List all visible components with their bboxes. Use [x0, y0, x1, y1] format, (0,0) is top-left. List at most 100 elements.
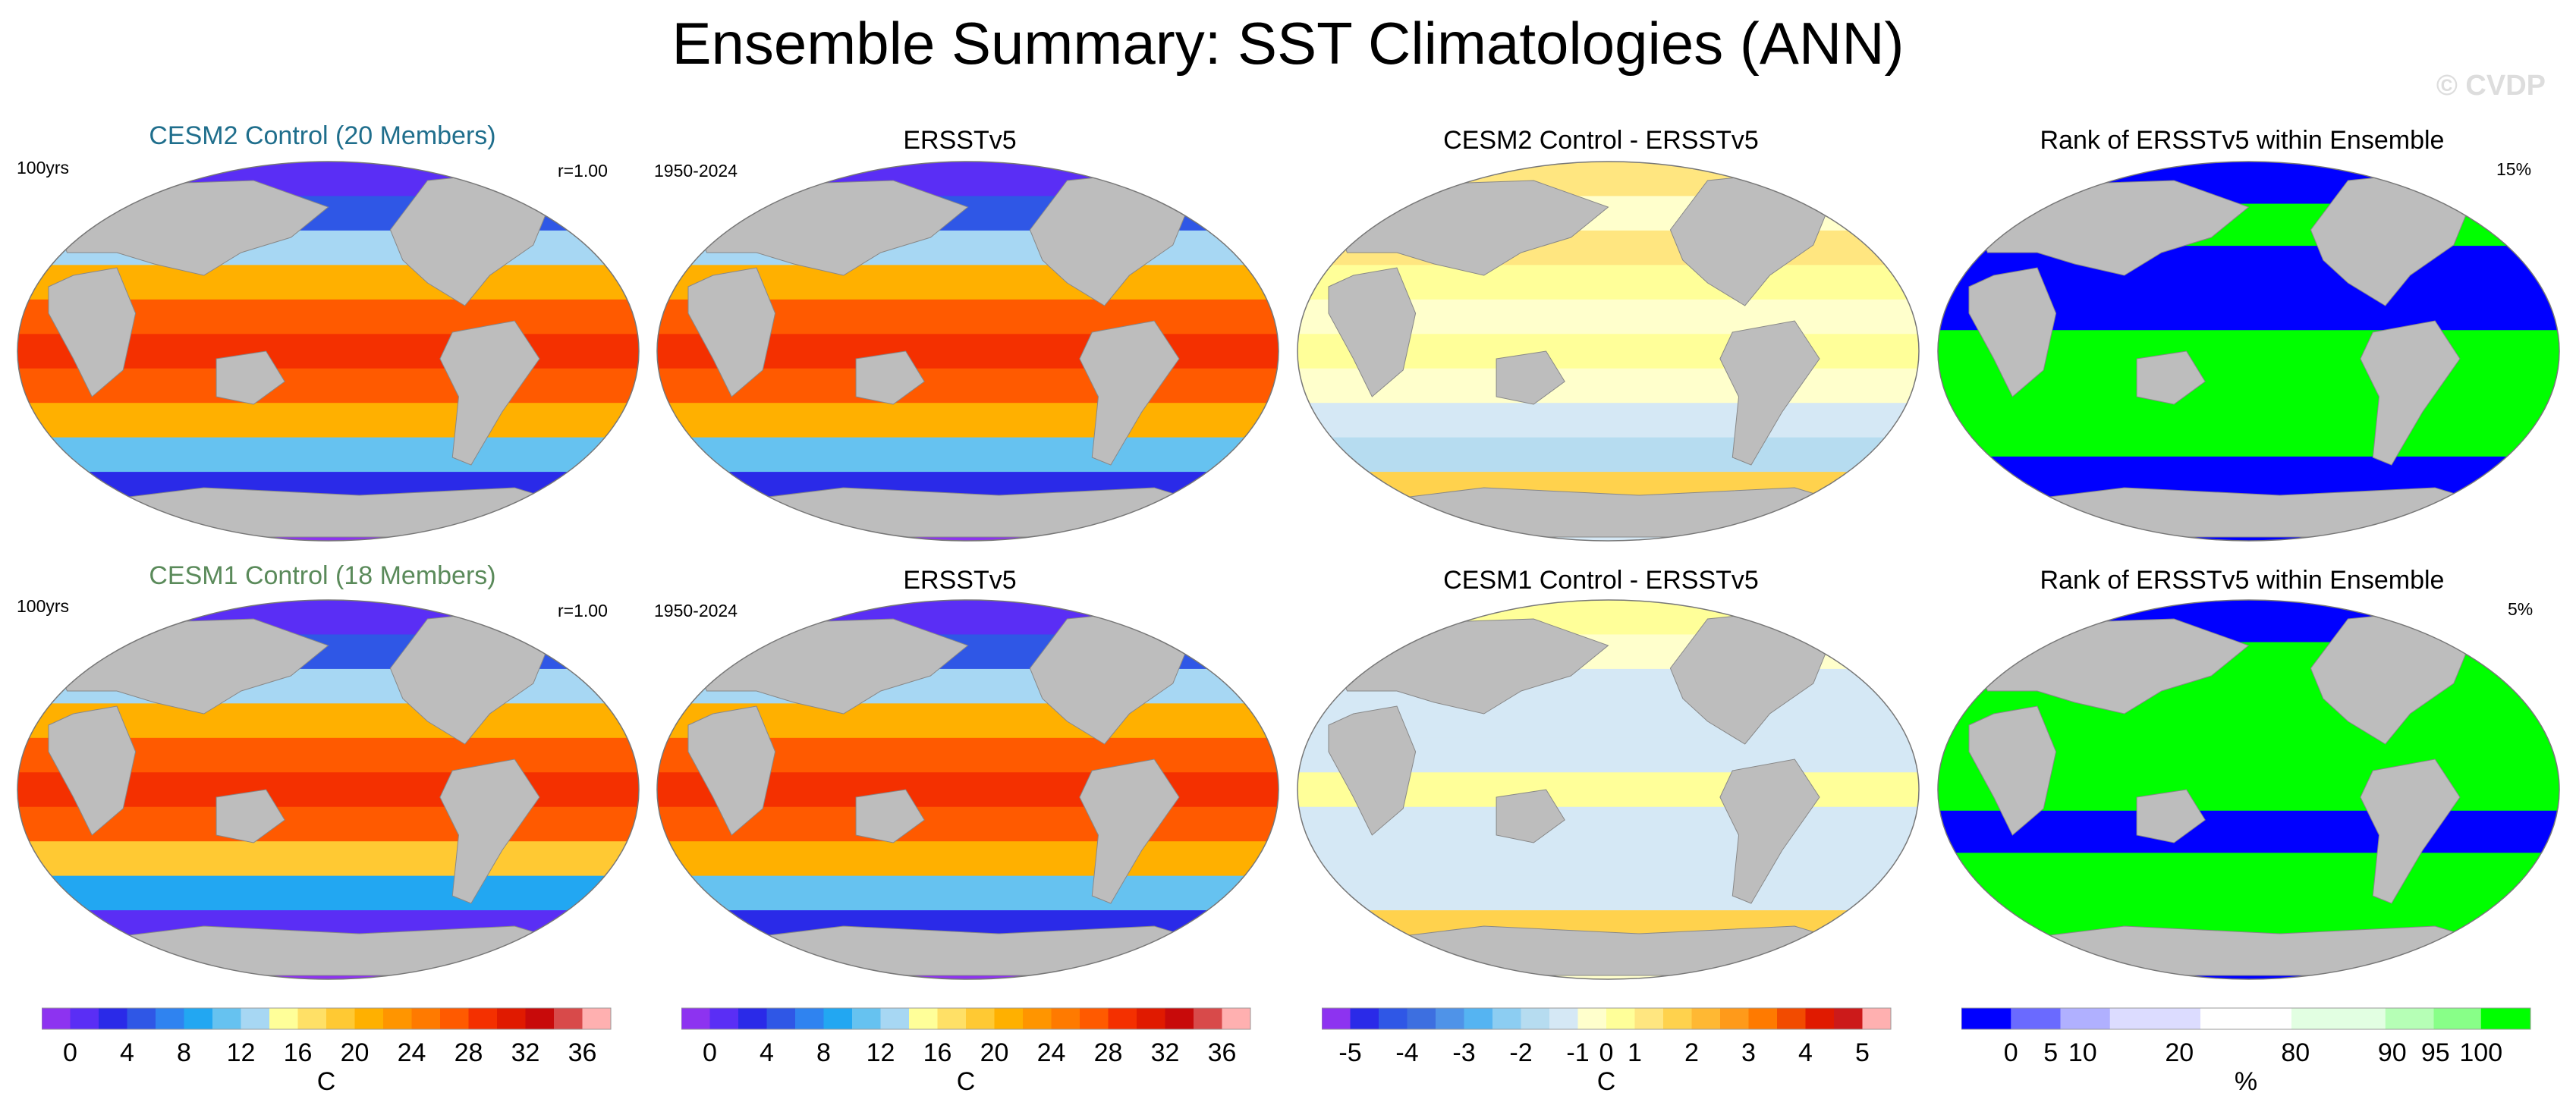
colorbar-diff: -5 -4 -3 -2 -1 0 1 2 3 4 5 C: [1322, 1007, 1892, 1096]
colorbar-swatch: [1222, 1008, 1251, 1029]
colorbar-tick-label: -4: [1395, 1038, 1418, 1067]
colorbar-swatch: [2433, 1008, 2482, 1029]
lat-band-s15: [17, 806, 639, 843]
africa-landmass: [48, 267, 137, 397]
colorbar-tick-label: 90: [2378, 1038, 2407, 1067]
colorbar-swatch: [582, 1008, 612, 1029]
map-outline: [17, 599, 640, 980]
lat-band-s15: [1297, 806, 1919, 843]
colorbar-tick-label: 28: [1094, 1038, 1123, 1067]
lat-band-n60: [1938, 600, 2559, 643]
colorbar-swatch: [1464, 1008, 1493, 1029]
lat-band-s45: [1938, 894, 2559, 938]
antarctica-landmass: [1359, 925, 1870, 976]
colorbar-units-label: C: [1597, 1067, 1616, 1096]
australia-landmass: [215, 789, 285, 843]
colorbar-tick-label: 100: [2459, 1038, 2502, 1067]
colorbar-tick-label: 20: [2165, 1038, 2194, 1067]
lat-band-s45: [17, 875, 639, 912]
colorbar-sst-2: 0 4 8 12 16 20 24 28 32 36 C: [681, 1007, 1251, 1096]
colorbar-swatch: [1663, 1008, 1692, 1029]
years-label-r1-c1: 100yrs: [17, 158, 70, 177]
australia-landmass: [855, 789, 925, 843]
colorbar-swatch: [440, 1008, 469, 1029]
colorbar-swatch: [1492, 1008, 1521, 1029]
australia-landmass: [1496, 350, 1565, 405]
lat-band-s15: [17, 368, 639, 404]
colorbar-tick-label: 0: [63, 1038, 77, 1067]
antarctica-landmass: [1999, 487, 2510, 538]
south-america-landmass: [2360, 759, 2461, 904]
lat-band-s15: [1938, 810, 2559, 854]
colorbar-swatch: [1577, 1008, 1607, 1029]
lat-band-s15: [1297, 368, 1919, 404]
colorbar-tick-label: 36: [1208, 1038, 1237, 1067]
lat-band-n75: [1297, 600, 1919, 636]
map-cesm1-control: [17, 599, 640, 980]
australia-landmass: [2136, 350, 2206, 405]
colorbar-tick-label: 16: [284, 1038, 313, 1067]
colorbar-swatch: [212, 1008, 241, 1029]
colorbar-tick-label: 32: [1151, 1038, 1180, 1067]
colorbar-swatch: [525, 1008, 555, 1029]
colorbar-tick-label: 4: [120, 1038, 134, 1067]
panel-title-r2-c4: Rank of ERSSTv5 within Ensemble: [2040, 566, 2445, 595]
colorbar-swatch: [2480, 1008, 2531, 1029]
panel-title-r2-c2: ERSSTv5: [903, 566, 1017, 595]
colorbar-sst-1: 0 4 8 12 16 20 24 28 32 36 C: [42, 1007, 612, 1096]
colorbar-swatch: [880, 1008, 910, 1029]
colorbar-frame: [681, 1007, 1251, 1030]
map-rank-r1: [1937, 161, 2560, 542]
colorbar-swatch: [326, 1008, 355, 1029]
panel-title-r1-c1: CESM2 Control (20 Members): [149, 121, 496, 150]
colorbar-swatch: [1436, 1008, 1464, 1029]
colorbar-swatch: [127, 1008, 156, 1029]
colorbar-swatch: [411, 1008, 441, 1029]
corr-label-r1-c1: r=1.00: [558, 161, 608, 181]
australia-landmass: [855, 350, 925, 405]
map-outline: [1297, 599, 1920, 980]
colorbar-swatch: [909, 1008, 938, 1029]
panel-title-r2-c3: CESM1 Control - ERSSTv5: [1443, 566, 1759, 595]
colorbar-tick-label: 32: [511, 1038, 540, 1067]
map-ersstv5-r1: [656, 161, 1279, 542]
colorbar-swatch: [1194, 1008, 1222, 1029]
colorbar-tick-label: 8: [816, 1038, 831, 1067]
colorbar-tick-label: -3: [1452, 1038, 1475, 1067]
colorbar-units-label: %: [2235, 1067, 2257, 1096]
antarctica-landmass: [719, 925, 1229, 976]
colorbar-swatch: [738, 1008, 767, 1029]
australia-landmass: [215, 350, 285, 405]
colorbar-tick-label: 36: [568, 1038, 597, 1067]
colorbar-swatch: [184, 1008, 213, 1029]
colorbar-swatch: [1634, 1008, 1664, 1029]
colorbar-tick-label: 95: [2421, 1038, 2450, 1067]
colorbar-swatch: [1606, 1008, 1635, 1029]
colorbar-tick-label: 20: [980, 1038, 1009, 1067]
colorbar-swatch: [1862, 1008, 1892, 1029]
figure-title: Ensemble Summary: SST Climatologies (ANN…: [672, 10, 1904, 77]
south-america-landmass: [1079, 320, 1180, 466]
colorbar-units-label: C: [957, 1067, 976, 1096]
lat-band-n75: [657, 162, 1279, 197]
africa-landmass: [687, 705, 776, 836]
africa-landmass: [1968, 267, 2057, 397]
lat-band-s45: [657, 875, 1279, 912]
africa-landmass: [687, 267, 776, 397]
lat-band-s30: [1297, 403, 1919, 438]
colorbar-tick-label: 20: [341, 1038, 370, 1067]
colorbar-swatch: [1521, 1008, 1550, 1029]
colorbar-swatch: [1322, 1008, 1351, 1029]
colorbar-swatch: [497, 1008, 526, 1029]
colorbar-swatch: [99, 1008, 127, 1029]
antarctica-landmass: [1999, 925, 2510, 976]
colorbar-swatch: [2060, 1008, 2111, 1029]
colorbar-tick-label: 3: [1741, 1038, 1756, 1067]
colorbar-swatch: [383, 1008, 412, 1029]
colorbar-tick-label: 28: [454, 1038, 483, 1067]
map-cesm2-control: [17, 161, 640, 542]
south-america-landmass: [1079, 759, 1180, 904]
years-label-r1-c2: 1950-2024: [654, 161, 738, 181]
lat-band-n75: [17, 162, 639, 197]
colorbar-swatch: [1691, 1008, 1721, 1029]
